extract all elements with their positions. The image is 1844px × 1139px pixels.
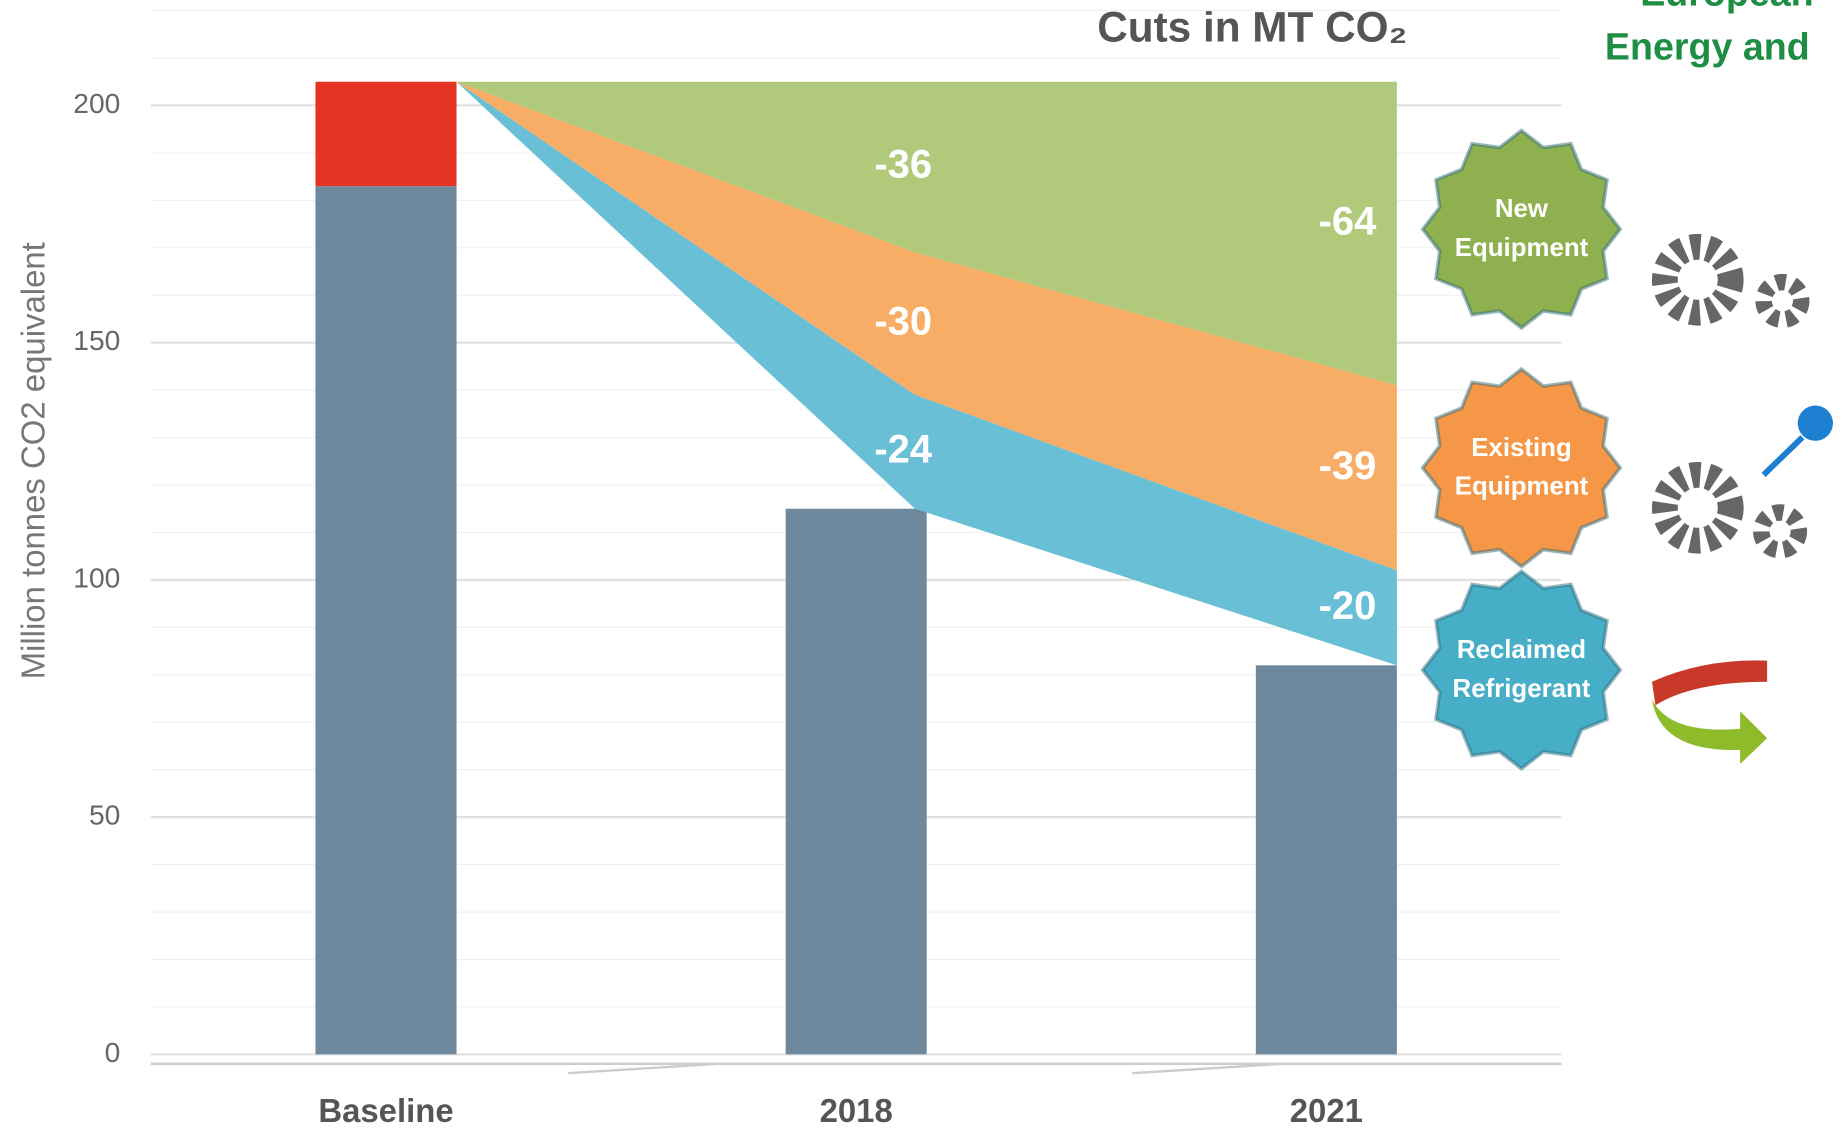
badge: [1420, 569, 1623, 771]
badge: [1420, 366, 1623, 569]
cut-label: -64: [1319, 200, 1377, 244]
y-tick-label: 100: [73, 561, 120, 593]
x-tick-label: 2021: [1290, 1092, 1363, 1129]
x-tick-label: Baseline: [318, 1092, 453, 1129]
cut-area: [456, 81, 1397, 571]
cut-label: -30: [874, 299, 932, 343]
chart-title: Cuts in MT CO₂: [1097, 4, 1407, 51]
cut-area: [456, 81, 1397, 666]
cut-label: -36: [874, 143, 932, 187]
y-axis-label: Million tonnes CO2 equivalent: [14, 242, 51, 679]
y-tick-label: 50: [89, 799, 120, 831]
bar: [785, 508, 927, 1055]
x-tick: [1132, 1062, 1283, 1075]
cut-area: [456, 81, 1397, 386]
bar: [1255, 665, 1397, 1055]
badge-label: New: [1495, 195, 1549, 223]
x-tick-label: 2018: [820, 1092, 893, 1129]
badge-label: Equipment: [1455, 234, 1589, 262]
icons: [1651, 233, 1833, 765]
badge-label: Refrigerant: [1453, 675, 1591, 703]
badge: [1420, 128, 1623, 331]
y-tick-label: 150: [73, 324, 120, 356]
x-tick: [568, 1062, 719, 1075]
badge-label: Reclaimed: [1457, 636, 1586, 664]
cut-label: -39: [1319, 444, 1377, 488]
cut-label: -24: [874, 427, 932, 471]
header: Energy and: [1605, 25, 1810, 67]
y-tick-label: 0: [105, 1036, 121, 1068]
badge-label: Existing: [1471, 434, 1572, 462]
header: European: [1640, 0, 1813, 13]
cut-label: -20: [1319, 584, 1377, 628]
bar: [315, 81, 457, 187]
y-tick-label: 200: [73, 87, 120, 119]
bar: [315, 186, 457, 1055]
badge-label: Equipment: [1455, 473, 1589, 501]
